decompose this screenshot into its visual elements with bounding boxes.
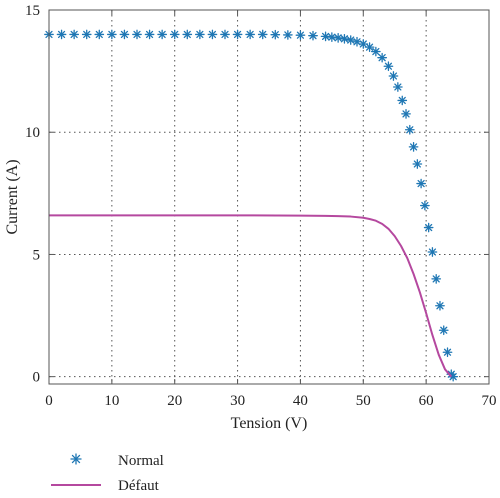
data-point-normal (404, 124, 415, 135)
series-line-defaut (49, 214, 453, 378)
plot-frame (48, 9, 490, 385)
data-point-normal (339, 33, 350, 44)
x-tick-label: 10 (104, 393, 119, 409)
data-point-normal (423, 222, 434, 233)
data-point-normal (94, 29, 105, 40)
data-point-normal (427, 247, 438, 257)
data-point-normal (371, 46, 381, 57)
y-tick-label: 10 (25, 125, 40, 141)
data-point-normal (295, 30, 306, 41)
data-point-normal (435, 300, 445, 311)
x-tick-label: 50 (356, 393, 371, 409)
data-point-normal (195, 29, 205, 40)
x-tick-label: 70 (482, 393, 497, 409)
data-point-normal (308, 30, 318, 41)
data-point-normal (420, 200, 430, 211)
data-point-normal (442, 347, 453, 358)
data-point-normal (81, 29, 92, 40)
series-points-normal (44, 29, 459, 382)
legend: Normal Défaut (51, 453, 164, 494)
y-tick-label: 15 (25, 3, 40, 19)
data-point-normal (169, 29, 180, 40)
data-point-normal (345, 35, 356, 45)
data-point-normal (232, 29, 243, 40)
x-tick-label: 40 (293, 393, 308, 409)
data-point-normal (132, 29, 142, 40)
data-point-normal (327, 32, 337, 42)
data-point-normal (408, 142, 419, 152)
y-tick-label: 0 (33, 370, 41, 386)
data-point-normal (182, 29, 193, 40)
data-point-normal (401, 109, 411, 119)
data-point-normal (119, 29, 130, 40)
data-point-normal (245, 29, 255, 40)
legend-marker-normal-asterisk-icon (70, 453, 82, 465)
data-point-normal (207, 29, 218, 40)
data-point-normal (377, 52, 387, 63)
data-point-normal (416, 178, 426, 189)
x-tick-label: 60 (419, 393, 434, 409)
data-point-normal (69, 29, 79, 40)
legend-item-defaut: Défaut (51, 478, 160, 494)
plot-series (44, 29, 459, 382)
data-point-normal (431, 274, 442, 284)
data-point-normal (333, 33, 343, 43)
legend-asterisk (70, 453, 82, 465)
legend-label-normal: Normal (118, 453, 164, 469)
data-point-normal (364, 42, 375, 53)
data-point-normal (107, 29, 117, 40)
data-point-normal (257, 29, 268, 40)
data-point-normal (383, 61, 394, 72)
y-tick-label: 5 (33, 247, 41, 263)
data-point-normal (352, 36, 362, 47)
data-point-normal (438, 325, 449, 336)
data-point-normal (220, 29, 230, 40)
legend-label-defaut: Défaut (118, 478, 160, 494)
data-point-normal (144, 29, 155, 40)
axis-ticks: 0 10 20 30 40 50 60 70 0 5 10 15 (25, 3, 497, 409)
y-axis-title: Current (A) (4, 159, 21, 234)
x-tick-label: 30 (230, 393, 245, 409)
data-point-normal (393, 82, 403, 92)
x-tick-label: 20 (167, 393, 182, 409)
data-point-normal (320, 31, 331, 42)
data-point-normal (412, 159, 423, 169)
data-point-normal (270, 29, 281, 40)
data-point-normal (157, 29, 167, 40)
x-axis-title: Tension (V) (231, 415, 308, 432)
data-point-normal (283, 30, 293, 40)
data-point-normal (397, 95, 408, 106)
legend-item-normal: Normal (70, 453, 164, 469)
data-point-normal (56, 29, 67, 40)
x-tick-label: 0 (45, 393, 53, 409)
grid (49, 10, 489, 384)
data-point-normal (388, 71, 399, 81)
